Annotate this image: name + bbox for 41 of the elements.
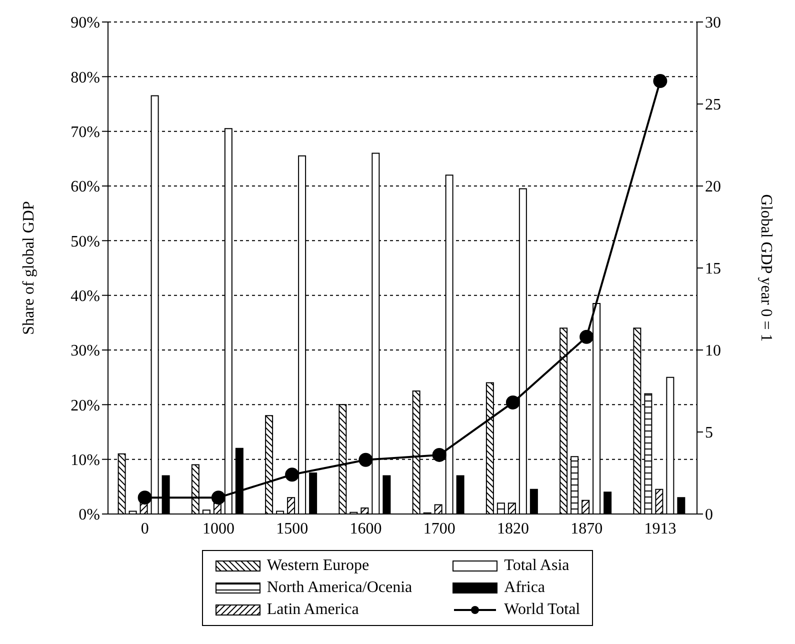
legend-label: Africa [504,579,546,597]
y2-tick-label: 0 [705,506,713,524]
x-tick-label: 1000 [202,520,234,538]
x-tick-label: 1700 [423,520,456,538]
x-tick-label: 1500 [276,520,308,538]
y-tick-label: 10% [70,452,100,470]
y-tick-label: 90% [70,14,100,32]
point [653,74,668,88]
point [138,490,152,505]
y2-tick-label: 30 [705,14,721,32]
y2-tick-label: 5 [705,424,713,442]
y2-tick-label: 20 [705,178,721,196]
legend-label: North America/Ocenia [266,579,412,597]
x-tick-label: 0 [140,520,149,538]
y-tick-label: 0% [78,506,100,524]
point [432,448,446,462]
y-tick-label: 20% [70,397,100,414]
point [506,395,520,410]
x-tick-label: 1600 [350,520,382,538]
legend-label: Latin America [266,601,359,619]
y-tick-label: 40% [70,288,100,306]
y-tick-label: 30% [70,342,100,360]
y-tick-label: 60% [70,178,100,196]
y-tick-label: 50% [70,233,100,250]
y2-axis-title: Global GDP year 0 = 1 [757,194,774,342]
x-tick-label: 1913 [644,520,676,538]
y-axis-title: Share of global GDP [20,201,38,335]
legend-label: World Total [504,601,580,619]
point [211,490,226,505]
x-tick-label: 1870 [570,520,603,538]
y-tick-label: 80% [70,69,100,86]
y2-tick-label: 25 [705,96,721,114]
y-tick-label: 70% [70,124,100,142]
legend-label: Western Europe [266,557,370,575]
point [285,468,300,482]
point [358,452,373,467]
legend-label: Total Asia [504,557,570,575]
x-tick-label: 1820 [496,520,529,538]
point [580,330,594,344]
y2-tick-label: 15 [705,260,721,278]
y2-tick-label: 10 [705,342,721,360]
